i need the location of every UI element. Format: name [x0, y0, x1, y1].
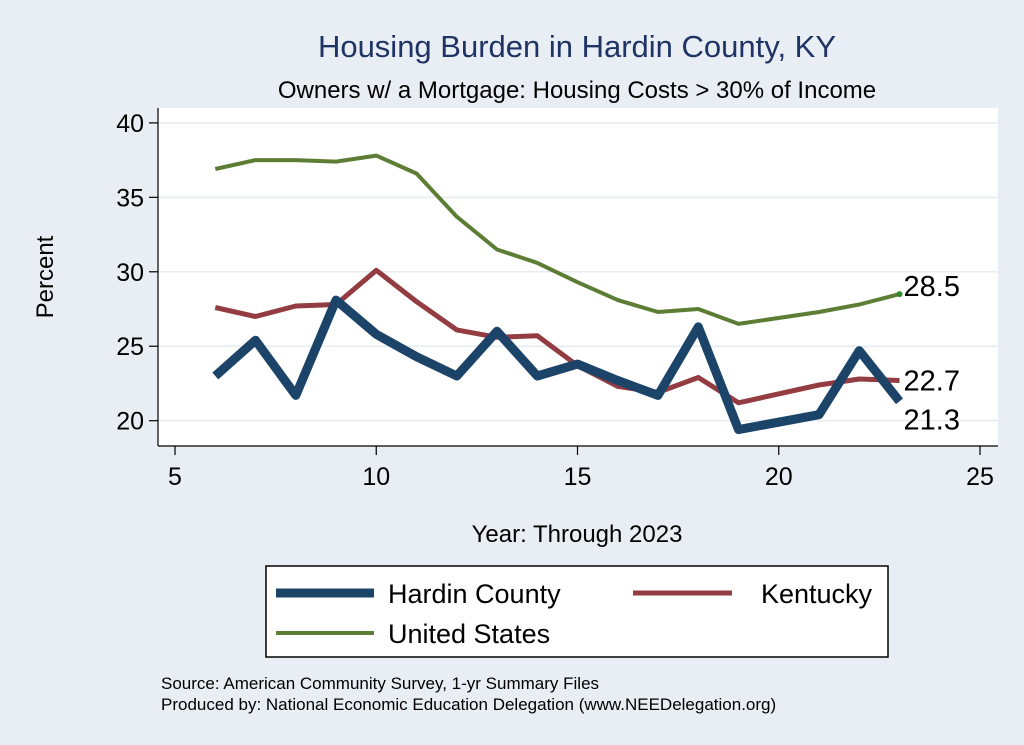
series-lines — [212, 153, 904, 435]
y-tick-label: 20 — [116, 408, 144, 436]
legend: Hardin County Kentucky United States — [276, 579, 872, 649]
x-tick-label: 20 — [765, 463, 793, 491]
series-end-marker — [896, 291, 903, 298]
y-tick-label: 30 — [116, 259, 144, 287]
end-label-hardin-county: 21.3 — [904, 404, 960, 436]
produced-note: Produced by: National Economic Education… — [161, 695, 776, 714]
legend-box — [265, 565, 889, 658]
series-line-kentucky — [214, 267, 900, 406]
y-tick-label: 25 — [116, 333, 144, 361]
legend-label-hardin-county: Hardin County — [388, 579, 561, 609]
end-label-united-states: 28.5 — [904, 271, 960, 303]
y-tick-label: 40 — [116, 110, 144, 138]
legend-label-united-states: United States — [388, 619, 550, 649]
x-tick-label: 15 — [564, 463, 592, 491]
x-axis-label: Year: Through 2023 — [472, 521, 683, 548]
legend-label-kentucky: Kentucky — [761, 579, 873, 609]
x-tick-label: 25 — [966, 463, 994, 491]
end-label-kentucky: 22.7 — [904, 365, 960, 397]
x-tick-label: 10 — [362, 463, 390, 491]
x-tick-label: 5 — [168, 463, 182, 491]
y-tick-label: 35 — [116, 184, 144, 212]
series-line-united-states — [214, 153, 901, 326]
end-labels: 21.3 22.7 28.5 — [904, 271, 960, 436]
chart-title: Housing Burden in Hardin County, KY — [318, 29, 836, 64]
series-line-hardin-county — [212, 295, 904, 435]
y-axis-ticks: 20 25 30 35 40 — [116, 110, 158, 436]
y-axis-label: Percent — [32, 235, 59, 318]
chart-subtitle: Owners w/ a Mortgage: Housing Costs > 30… — [278, 77, 876, 104]
source-note: Source: American Community Survey, 1-yr … — [161, 674, 599, 693]
x-axis-ticks: 5 10 15 20 25 — [168, 446, 994, 491]
grid-lines — [158, 122, 998, 422]
